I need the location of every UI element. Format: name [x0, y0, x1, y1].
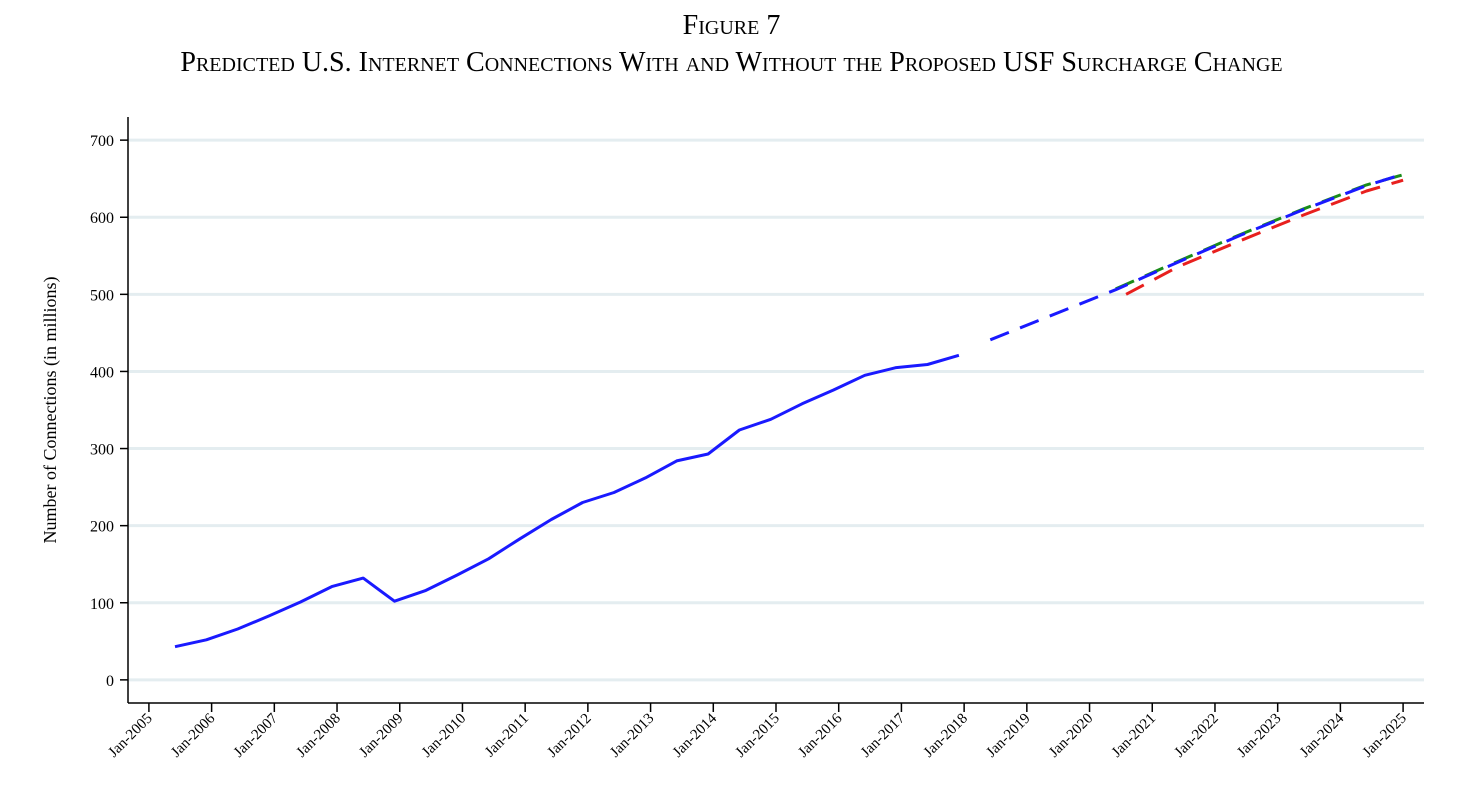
y-tick-label: 400 [90, 364, 114, 381]
series-line-dashed-1 [989, 172, 1404, 342]
series-line-solid-0 [174, 353, 960, 649]
x-tick-label: Jan-2012 [544, 711, 594, 761]
x-tick-label: Jan-2006 [168, 710, 219, 761]
x-tick-label: Jan-2015 [733, 711, 783, 761]
figure-title: Predicted U.S. Internet Connections With… [180, 47, 1283, 78]
series-group [174, 172, 1404, 649]
x-tick-label: Jan-2005 [106, 711, 156, 761]
x-tick-label: Jan-2010 [419, 711, 469, 761]
y-tick-label: 600 [90, 210, 114, 227]
x-tick-label: Jan-2011 [482, 711, 532, 761]
y-tick-label: 200 [90, 519, 114, 536]
series-line-dashed-3 [1125, 178, 1404, 296]
x-tick-label: Jan-2018 [921, 711, 971, 761]
x-tick-label: Jan-2019 [983, 711, 1033, 761]
x-tick-label: Jan-2014 [670, 710, 721, 761]
y-axis-title: Number of Connections (in millions) [40, 277, 61, 544]
gridlines [128, 138, 1424, 682]
x-tick-label: Jan-2008 [294, 711, 344, 761]
x-tick-label: Jan-2017 [858, 710, 909, 761]
x-tick-label: Jan-2009 [356, 711, 406, 761]
figure-label: Figure 7 [682, 10, 781, 41]
x-tick-label: Jan-2020 [1046, 711, 1096, 761]
x-tick-label: Jan-2023 [1234, 711, 1284, 761]
x-tick-label: Jan-2013 [607, 711, 657, 761]
x-tick-label: Jan-2016 [795, 710, 846, 761]
y-tick-label: 300 [90, 442, 114, 459]
x-tick-label: Jan-2007 [231, 710, 282, 761]
y-tick-label: 0 [106, 673, 114, 690]
x-tick-label: Jan-2024 [1297, 710, 1348, 761]
x-tick-label: Jan-2025 [1360, 711, 1410, 761]
x-tick-label: Jan-2022 [1172, 711, 1222, 761]
x-tick-label: Jan-2021 [1109, 711, 1159, 761]
figure-heading: Figure 7 Predicted U.S. Internet Connect… [0, 8, 1463, 80]
y-tick-label: 100 [90, 596, 114, 613]
y-tick-label: 500 [90, 287, 114, 304]
y-tick-label: 700 [90, 133, 114, 150]
